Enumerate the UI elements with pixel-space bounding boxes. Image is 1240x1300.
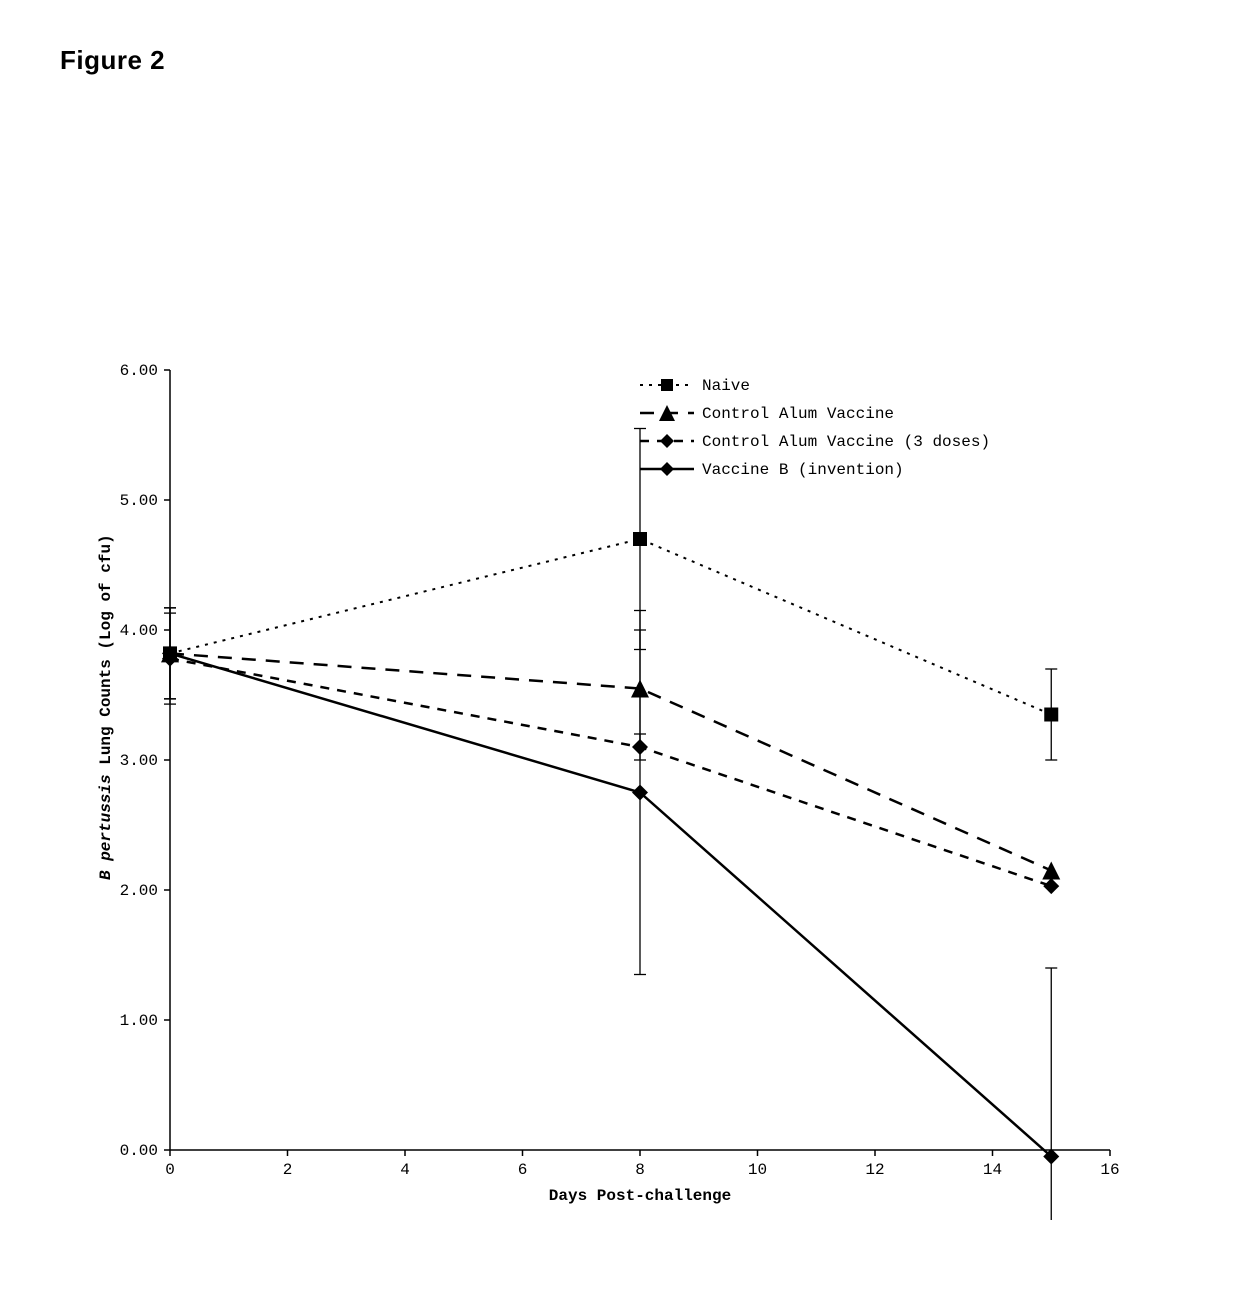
x-tick-label: 2	[283, 1161, 293, 1179]
legend-row: Vaccine B (invention)	[640, 461, 904, 479]
x-tick-label: 10	[748, 1161, 767, 1179]
x-tick-label: 12	[865, 1161, 884, 1179]
page: Figure 2 0.00 1.00 2.00 3.00 4.00 5.00 6.00 0 2 4…	[0, 0, 1240, 1300]
legend-label: Naive	[702, 377, 750, 395]
series-3	[162, 608, 1059, 1220]
y-tick-label: 6.00	[120, 362, 158, 380]
y-tick-label: 1.00	[120, 1012, 158, 1030]
y-tick-label: 2.00	[120, 882, 158, 900]
x-tick-label: 6	[518, 1161, 528, 1179]
figure-title: Figure 2	[60, 45, 165, 76]
y-tick-label: 3.00	[120, 752, 158, 770]
x-tick-label: 4	[400, 1161, 410, 1179]
y-axis-title: B pertussis Lung Counts (Log of cfu)	[97, 534, 115, 880]
series-2	[162, 613, 1059, 894]
x-tick-label: 14	[983, 1161, 1002, 1179]
y-tick-label: 0.00	[120, 1142, 158, 1160]
x-axis-title: Days Post-challenge	[549, 1187, 731, 1205]
y-tick-label: 4.00	[120, 622, 158, 640]
x-tick-label: 0	[165, 1161, 175, 1179]
legend-label: Control Alum Vaccine (3 doses)	[702, 433, 990, 451]
series-0	[163, 429, 1058, 761]
line-chart-svg: 0.00 1.00 2.00 3.00 4.00 5.00 6.00 0 2 4 6 8 10 12 14 1…	[80, 350, 1140, 1220]
legend-label: Control Alum Vaccine	[702, 405, 894, 423]
series-1	[161, 608, 1060, 880]
x-tick-label: 16	[1100, 1161, 1119, 1179]
legend-row: Control Alum Vaccine (3 doses)	[640, 433, 990, 451]
legend-row: Control Alum Vaccine	[640, 405, 894, 423]
x-tick-label: 8	[635, 1161, 645, 1179]
legend-label: Vaccine B (invention)	[702, 461, 904, 479]
legend-row: Naive	[640, 377, 750, 395]
chart-container: 0.00 1.00 2.00 3.00 4.00 5.00 6.00 0 2 4 6 8 10 12 14 1…	[80, 350, 1140, 1220]
y-tick-label: 5.00	[120, 492, 158, 510]
